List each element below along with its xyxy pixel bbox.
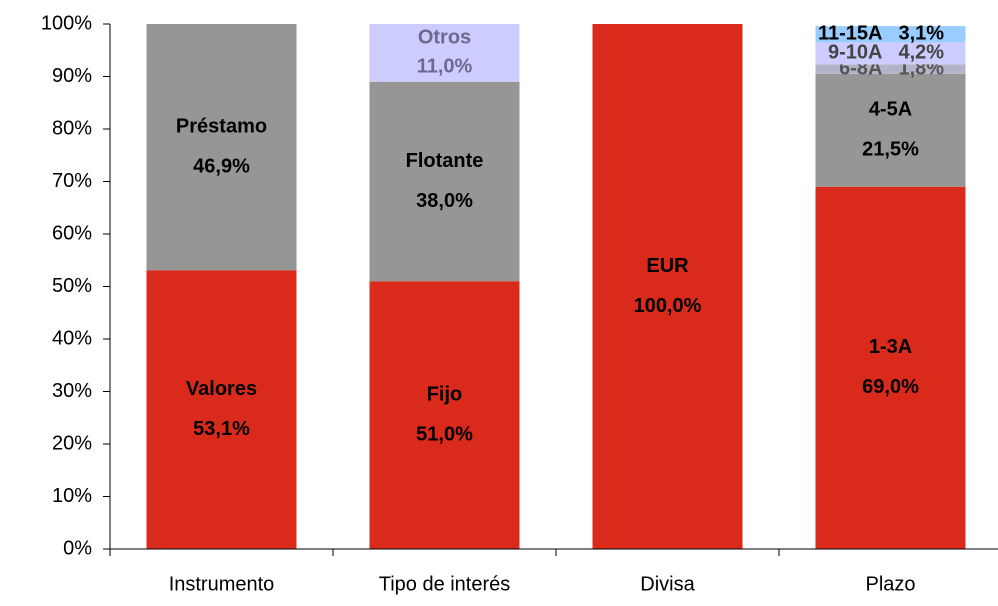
data-label: 3,1% xyxy=(899,23,945,45)
y-tick-label: 50% xyxy=(52,275,92,297)
data-label: 69,0% xyxy=(862,376,919,398)
segment-name: Otros xyxy=(418,27,471,49)
y-tick-label: 40% xyxy=(52,327,92,349)
segment-name: 9-10A xyxy=(828,42,882,64)
segment-name: 4-5A xyxy=(869,99,912,121)
bar-segment xyxy=(592,24,743,549)
data-label: 51,0% xyxy=(416,423,473,445)
data-label: 21,5% xyxy=(862,139,919,161)
data-label: 46,9% xyxy=(193,155,250,177)
x-tick-label: Tipo de interés xyxy=(379,573,511,595)
y-tick-label: 10% xyxy=(52,485,92,507)
bar-segment xyxy=(815,42,966,65)
segment-name: 11-15A xyxy=(818,23,883,45)
y-tick-label: 30% xyxy=(52,380,92,402)
bar-segment xyxy=(146,24,297,271)
y-tick-label: 20% xyxy=(52,432,92,454)
x-tick-label: Instrumento xyxy=(169,573,275,595)
bar-segment xyxy=(815,26,966,43)
bar-segment xyxy=(815,64,966,74)
x-tick-label: Plazo xyxy=(865,573,915,595)
bar-segment xyxy=(369,281,520,549)
segment-name: Flotante xyxy=(406,150,484,172)
x-tick-label: Divisa xyxy=(640,573,695,595)
y-tick-label: 70% xyxy=(52,170,92,192)
y-tick-label: 90% xyxy=(52,65,92,87)
y-tick-label: 80% xyxy=(52,117,92,139)
segment-name: EUR xyxy=(646,255,689,277)
bar-segment xyxy=(815,73,966,187)
segment-name: Préstamo xyxy=(176,115,267,137)
bar-segment xyxy=(369,24,520,82)
segment-name: 1-3A xyxy=(869,336,912,358)
y-tick-label: 60% xyxy=(52,222,92,244)
data-label: 38,0% xyxy=(416,190,473,212)
segment-name: Valores xyxy=(186,378,257,400)
data-label: 11,0% xyxy=(417,56,473,78)
y-tick-label: 0% xyxy=(63,537,92,559)
data-label: 4,2% xyxy=(899,42,945,64)
data-label: 100,0% xyxy=(634,295,702,317)
y-tick-label: 100% xyxy=(41,12,92,34)
data-label: 53,1% xyxy=(193,418,250,440)
bar-segment xyxy=(369,81,520,282)
segment-name: Fijo xyxy=(427,383,463,405)
bar-segment xyxy=(815,186,966,549)
bar-segment xyxy=(146,270,297,549)
